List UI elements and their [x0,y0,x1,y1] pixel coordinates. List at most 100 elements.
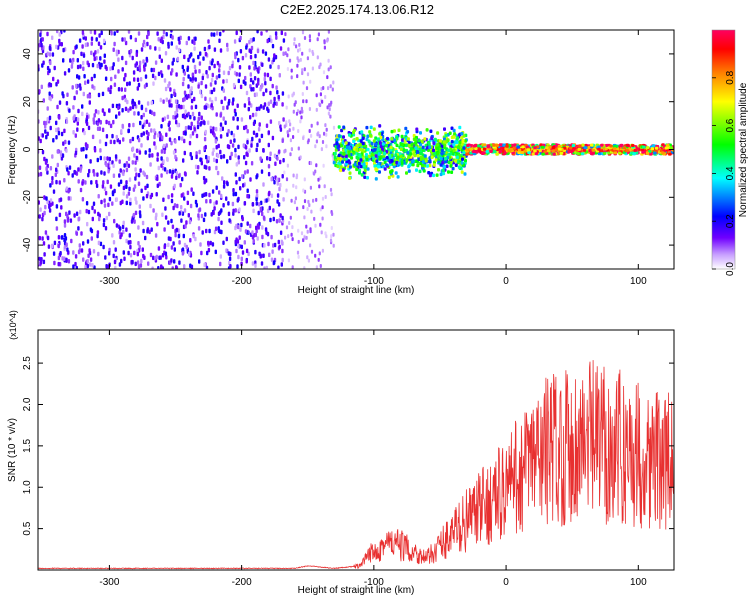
x-tick-label: 100 [630,276,647,287]
spectrogram-cell [49,183,52,188]
spectrogram-cell [226,42,229,48]
x-tick-label: -200 [232,577,252,588]
spectrogram-cell [493,150,497,154]
spectrogram-cell [233,138,236,143]
spectrogram-cell [204,96,207,101]
spectrogram-cell [148,153,151,158]
spectrogram-cell [270,234,273,240]
spectrogram-cell [310,209,313,214]
spectrogram-cell [127,128,130,133]
spectrogram-cell [236,116,239,122]
spectrogram-cell [288,221,291,225]
spectrogram-cell [157,246,161,251]
spectrogram-cell [204,51,208,57]
spectrogram-cell [175,170,178,176]
spectrogram-cell [323,40,326,45]
spectrogram-cell [306,255,309,260]
spectrogram-cell [463,172,467,176]
spectrogram-cell [313,171,316,176]
spectrogram-cell [461,138,465,143]
spectrogram-cell [107,169,110,174]
spectrogram-cell [205,165,208,170]
spectrogram-cell [80,147,83,152]
spectrogram-cell [316,55,319,60]
spectrogram-cell [139,120,142,126]
spectrogram-cell [591,148,596,152]
spectrogram-cell [366,134,370,138]
spectrogram-cell [85,201,89,206]
spectrogram-cell [140,188,143,193]
spectrogram-cell [75,90,78,95]
spectrogram-cell [61,256,64,261]
spectrogram-cell [178,211,181,216]
spectrogram-cell [348,176,352,180]
spectrogram-cell [282,197,285,202]
spectrogram-cell [363,168,367,173]
spectrogram-cell [139,168,142,173]
spectrogram-cell [399,147,403,151]
spectrogram-cell [99,241,103,247]
spectrogram-cell [46,199,49,205]
spectrogram-cell [430,155,434,159]
spectrogram-cell [209,199,212,204]
spectrogram-cell [265,123,269,128]
spectrogram-cell [495,144,499,147]
spectrogram-cell [156,152,159,157]
snr-series-line [38,360,674,570]
spectrogram-cell [137,137,141,143]
spectrogram-cell [117,105,120,110]
spectrogram-cell [365,157,369,162]
spectrogram-cell [386,136,389,141]
spectrogram-cell [77,108,80,114]
spectrogram-cell [197,213,200,218]
spectrogram-cell [83,130,86,136]
spectrogram-cell [93,265,96,269]
spectrogram-cell [256,142,259,148]
spectrogram-cell [315,197,318,202]
spectrogram-cell [540,145,545,149]
spectrogram-cell [390,137,394,141]
spectrogram-cell [440,148,444,153]
spectrogram-cell [329,238,333,243]
spectrogram-cell [358,171,361,175]
spectrogram-cell [378,170,381,174]
spectrogram-cell [220,220,223,225]
spectrogram-cell [148,148,151,153]
spectrogram-cell [175,175,178,180]
spectrogram-cell [147,31,150,36]
spectrogram-cell [136,77,140,82]
spectrogram-cell [197,54,200,60]
spectrogram-cell [393,162,396,166]
spectrogram-cell [273,96,276,102]
spectrogram-cell [124,97,127,103]
spectrogram-cell [234,153,237,158]
spectrogram-cell [79,166,83,171]
spectrogram-cell [158,255,161,260]
spectrogram-cell [51,35,54,40]
spectrogram-cell [170,140,173,146]
spectrogram-cell [170,30,173,33]
spectrogram-cell [216,170,220,176]
spectrogram-cell [107,120,111,126]
spectrogram-cell [74,133,77,138]
spectrogram-cell [213,157,216,163]
spectrogram-cell [149,162,152,167]
spectrogram-cell [125,194,129,199]
spectrogram-cell [240,256,243,262]
spectrogram-cell [407,155,411,159]
spectrogram-cell [213,201,216,206]
spectrogram-cell [104,64,107,70]
spectrogram-cell [154,75,157,81]
spectrogram-cell [102,244,105,250]
spectrogram-cell [183,54,186,60]
spectrogram-cell [222,70,226,75]
spectrogram-cell [370,141,374,146]
spectrogram-cell [370,152,374,157]
spectrogram-cell [389,145,393,150]
spectrogram-cell [57,235,61,240]
spectrogram-cell [200,250,203,256]
spectrogram-cell [195,151,198,156]
spectrogram-cell [378,124,382,128]
spectrogram-cell [89,159,92,164]
spectrogram-cell [625,143,630,147]
